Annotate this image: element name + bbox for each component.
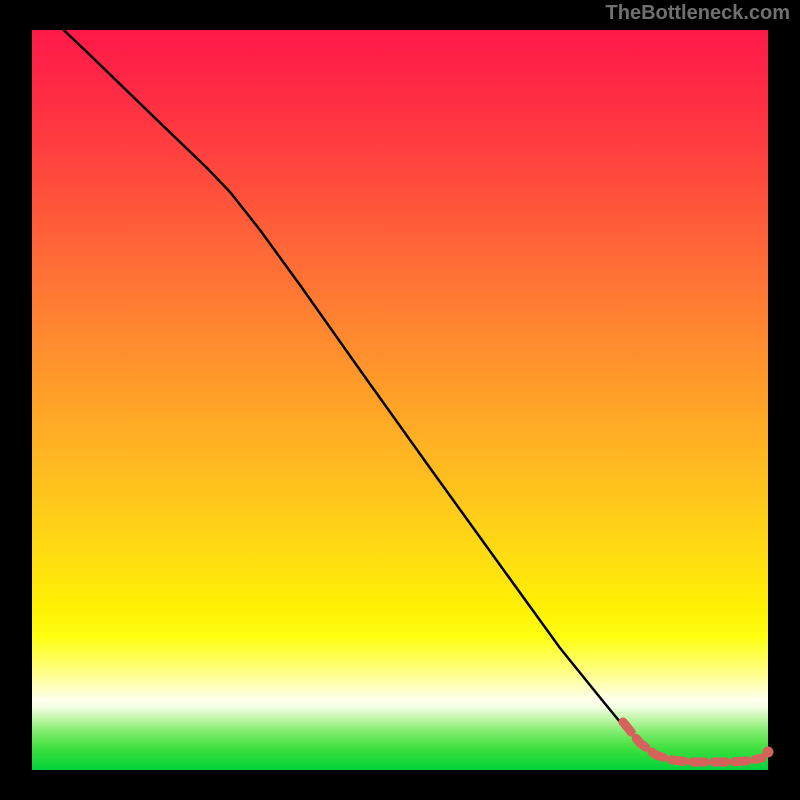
end-marker <box>763 747 774 758</box>
watermark-text: TheBottleneck.com <box>606 2 790 25</box>
chart-svg <box>0 0 800 800</box>
plot-background <box>32 30 768 770</box>
